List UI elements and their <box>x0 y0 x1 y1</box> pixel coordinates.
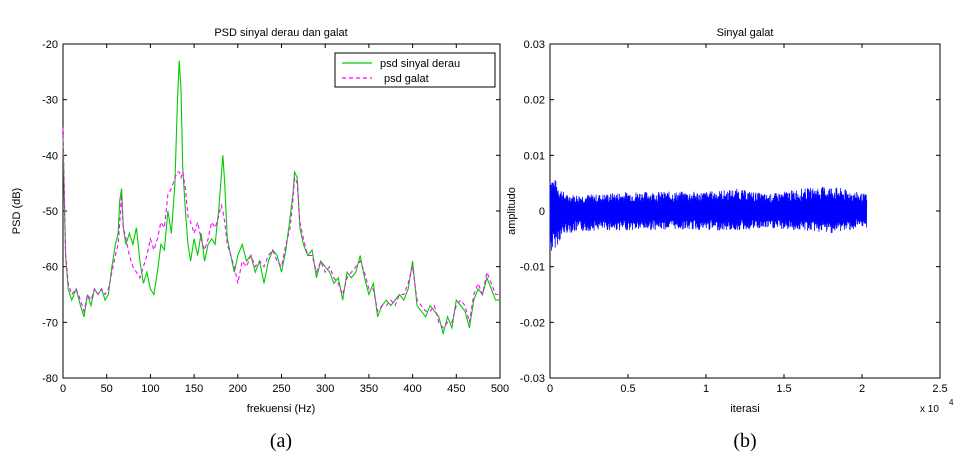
error-x-tick-label: 1 <box>703 383 709 395</box>
error-x-tick-label: 1.5 <box>776 383 791 395</box>
series-line-error-signal <box>549 180 868 251</box>
psd-series-lines <box>62 60 500 336</box>
psd-x-tick-label: 300 <box>316 383 334 395</box>
psd-y-tick-label: -70 <box>42 317 58 329</box>
error-y-tick-label: -0.03 <box>520 373 545 385</box>
psd-x-tick-label: 250 <box>272 383 290 395</box>
error-x-tick-label: 2.5 <box>932 383 947 395</box>
error-y-tick-label: 0.01 <box>524 150 545 162</box>
psd-x-tick-label: 50 <box>101 383 113 395</box>
caption-a: (a) <box>269 430 293 452</box>
psd-x-tick-label: 350 <box>360 383 378 395</box>
psd-y-tick-label: -80 <box>42 373 58 385</box>
psd-plot-area <box>62 43 501 379</box>
psd-x-tick-label: 150 <box>185 383 203 395</box>
psd-legend-box <box>334 52 496 88</box>
error-x-tick-label: 0.5 <box>620 383 635 395</box>
error-y-tick-label: 0 <box>539 206 545 218</box>
psd-x-axis-label: frekuensi (Hz) <box>247 403 315 415</box>
psd-x-tick-label: 400 <box>403 383 421 395</box>
error-y-tick-label: 0.03 <box>524 39 545 51</box>
psd-y-tick-label: -20 <box>42 39 58 51</box>
x-multiplier-base: x 10 <box>920 404 939 415</box>
psd-x-tick-label: 450 <box>447 383 465 395</box>
psd-y-axis-label: PSD (dB) <box>11 188 23 234</box>
legend-label-psd-sinyal-derau: psd sinyal derau <box>380 58 460 70</box>
error-x-tick-label: 0 <box>547 383 553 395</box>
error-y-axis-label: amplitudo <box>506 187 518 235</box>
psd-chart-title: PSD sinyal derau dan galat <box>214 27 347 39</box>
psd-x-tick-label: 500 <box>491 383 509 395</box>
psd-ticks: 0 50 100 150 200 250 300 350 400 450 500 -80 -70 -60 -… <box>42 39 509 395</box>
psd-chart-panel: PSD sinyal derau dan galat frekuensi (Hz… <box>11 27 509 415</box>
psd-x-tick-label: 200 <box>229 383 247 395</box>
x-multiplier-label: x 10 4 <box>920 398 954 415</box>
psd-y-tick-label: -40 <box>42 150 58 162</box>
legend-label-psd-galat: psd galat <box>384 73 429 85</box>
error-y-tick-label: 0.02 <box>524 95 545 107</box>
error-y-tick-label: -0.02 <box>520 317 545 329</box>
error-y-tick-label: -0.01 <box>520 262 545 274</box>
series-line-psd-galat <box>62 127 500 329</box>
caption-b: (b) <box>733 430 757 452</box>
psd-legend: psd sinyal derau psd galat <box>334 52 496 88</box>
psd-y-tick-label: -60 <box>42 262 58 274</box>
psd-y-tick-label: -30 <box>42 95 58 107</box>
error-series-lines <box>549 180 868 251</box>
psd-x-tick-label: 0 <box>60 383 66 395</box>
error-chart-title: Sinyal galat <box>717 27 774 39</box>
error-ticks: 0 0.5 1 1.5 2 2.5 -0.03 -0.02 -0.01 0 0.01 0.02 0.03 <box>520 39 948 395</box>
error-x-axis-label: iterasi <box>730 403 759 415</box>
error-x-tick-label: 2 <box>859 383 865 395</box>
psd-x-tick-label: 100 <box>141 383 159 395</box>
psd-y-tick-label: -50 <box>42 206 58 218</box>
x-multiplier-exponent: 4 <box>949 398 954 407</box>
